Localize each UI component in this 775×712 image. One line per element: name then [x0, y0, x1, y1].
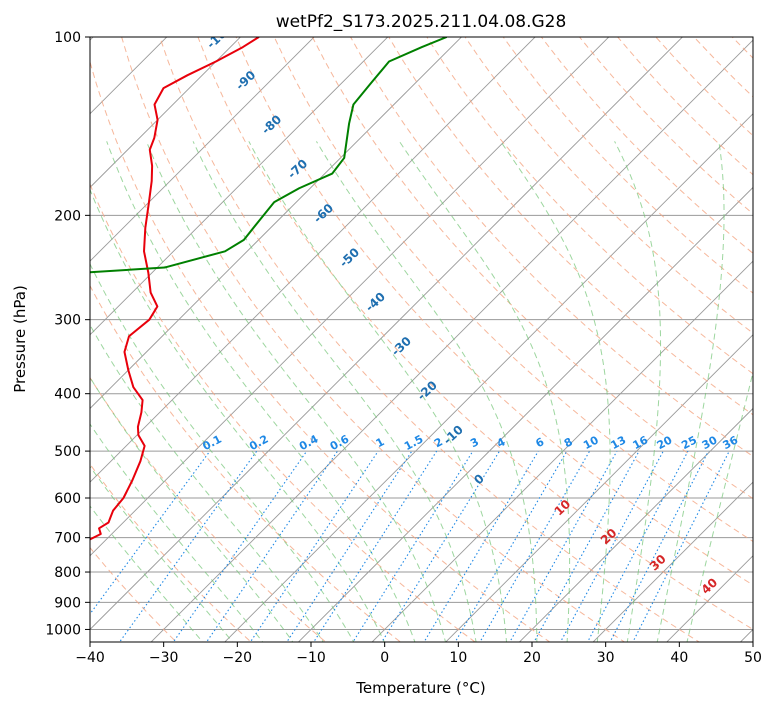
y-tick-label: 600	[54, 491, 81, 507]
isotherm-line	[297, 186, 753, 642]
isotherm-line	[445, 334, 753, 642]
profile-series	[90, 37, 448, 541]
y-tick-label: 1000	[45, 622, 81, 638]
x-tick-label: 50	[744, 650, 762, 666]
moist-adiabat-line	[106, 141, 416, 642]
mixing-ratio-line	[172, 450, 308, 642]
mixing-ratio-line	[313, 450, 438, 642]
mixing-ratio-label: 13	[609, 433, 629, 452]
x-tick-label: −10	[296, 650, 326, 666]
dry-adiabat-line	[90, 463, 252, 642]
moist-adiabat-line	[90, 423, 264, 642]
x-axis-label: Temperature (°C)	[355, 679, 485, 697]
isotherm-line	[90, 37, 463, 410]
isobar-grid	[90, 37, 753, 630]
isotherm-line	[90, 37, 389, 336]
isotherm-line	[90, 37, 536, 483]
mixing-ratio-line	[509, 450, 618, 642]
x-tick-label: −20	[223, 650, 253, 666]
moist-adiabats	[90, 141, 753, 642]
isotherm-line	[90, 37, 684, 631]
moist-adiabat-line	[192, 141, 477, 642]
isotherm-lines	[90, 37, 753, 642]
mixing-ratio-line	[479, 450, 591, 642]
x-tick-label: 0	[380, 650, 389, 666]
y-tick-label: 500	[54, 444, 81, 460]
dry-adiabat-line	[90, 60, 551, 642]
y-tick-label: 300	[54, 313, 81, 329]
mixing-ratio-label: 20	[655, 433, 675, 452]
mixing-ratio-line	[286, 450, 413, 642]
dewpoint-profile-line	[90, 37, 448, 274]
dry-adiabat-line	[90, 376, 327, 642]
mixing-ratio-label: 10	[581, 433, 601, 452]
dry-adiabat-line	[502, 37, 753, 294]
dry-adiabat-line	[121, 37, 626, 642]
isotherm-line	[90, 37, 242, 189]
moist-adiabat-line	[656, 141, 725, 642]
moist-adiabat-line	[90, 505, 204, 642]
isotherm-line	[150, 39, 753, 642]
dry-adiabat-line	[90, 182, 476, 642]
x-tick-label: −40	[75, 650, 105, 666]
mixing-ratio-line	[632, 450, 730, 642]
dry-adiabats	[90, 37, 753, 642]
mixing-ratio-line	[118, 450, 258, 642]
mixing-ratio-label: 30	[700, 433, 720, 452]
dry-adiabat-line	[235, 37, 753, 586]
moist-adiabat-line	[90, 323, 324, 642]
mixing-ratio-lines	[90, 450, 730, 642]
moist-adiabat-line	[398, 141, 571, 642]
y-tick-label: 900	[54, 595, 81, 611]
dry-adiabat-line	[90, 546, 177, 642]
dry-adiabat-line	[197, 37, 753, 631]
dry-adiabat-line	[311, 37, 753, 500]
isotherm-line	[90, 37, 610, 557]
x-tick-label: 10	[449, 650, 467, 666]
axes: −40 −30 −20 −10 0 10 20 30 40 50 100 200 300 400 500 60…	[45, 30, 762, 666]
mixing-ratio-line	[533, 450, 640, 642]
moist-adiabat-line	[145, 141, 447, 642]
y-tick-label: 200	[54, 208, 81, 224]
x-tick-label: 30	[597, 650, 615, 666]
x-tick-label: 20	[523, 650, 541, 666]
mixing-ratio-label: 16	[631, 433, 651, 452]
y-tick-label: 700	[54, 531, 81, 547]
y-tick-label: 100	[54, 30, 81, 46]
x-tick-label: −30	[149, 650, 179, 666]
y-tick-label: 400	[54, 387, 81, 403]
mixing-ratio-label: 36	[721, 433, 741, 452]
isotherm-line	[90, 37, 315, 262]
mixing-ratio-line	[423, 450, 539, 642]
mixing-ratio-line	[205, 450, 338, 642]
moist-adiabat-line	[614, 141, 662, 642]
x-tick-label: 40	[670, 650, 688, 666]
temperature-profile-line	[90, 37, 260, 541]
moist-adiabat-line	[500, 141, 611, 642]
isotherm-line	[518, 407, 753, 642]
dry-adiabat-line	[350, 37, 753, 457]
y-axis-label: Pressure (hPa)	[11, 285, 29, 393]
isotherm-line	[224, 113, 753, 642]
dry-adiabat-line	[273, 37, 753, 543]
chart-title: wetPf2_S173.2025.211.04.08.G28	[276, 12, 567, 32]
isotherm-line	[371, 260, 753, 642]
mixing-ratio-line	[249, 450, 379, 642]
dry-adiabat-line	[159, 37, 701, 642]
plot-frame	[89, 36, 754, 643]
moist-adiabat-line	[248, 141, 508, 642]
isotherm-line	[592, 481, 753, 642]
moist-adiabat-line	[90, 465, 234, 642]
mixing-ratio-label: 25	[679, 433, 699, 452]
y-tick-label: 800	[54, 565, 81, 581]
moist-adiabat-line	[90, 262, 355, 642]
moist-adiabat-line	[686, 370, 753, 642]
